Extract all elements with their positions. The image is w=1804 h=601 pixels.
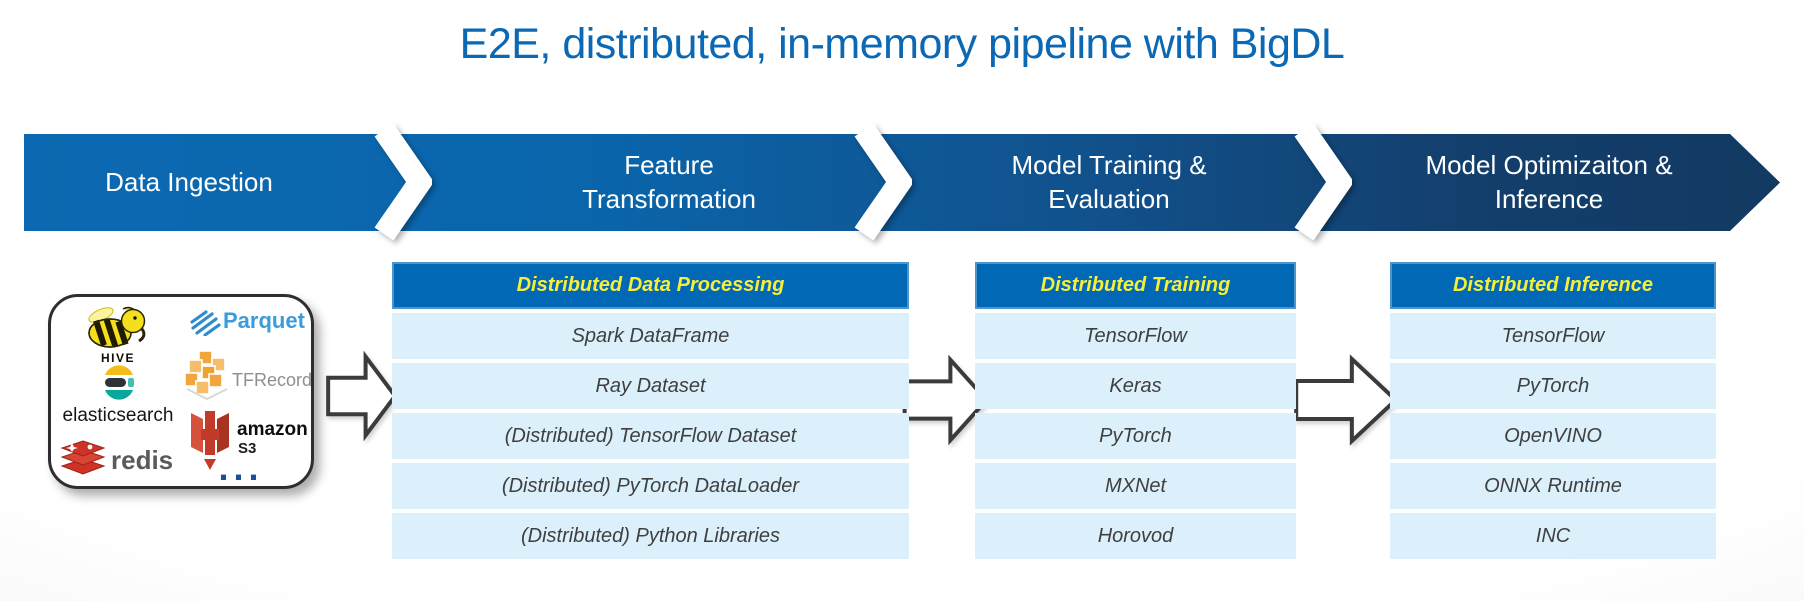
stage-model-training-evaluation: Model Training & Evaluation (1011, 149, 1207, 214)
table-row: Horovod (975, 513, 1296, 559)
column-distributed-inference: Distributed Inference TensorFlow PyTorch… (1390, 262, 1716, 559)
chevron-separator-icon (854, 124, 912, 240)
s3-label: S3 (238, 440, 257, 457)
chevron-separator-icon (374, 124, 432, 240)
redis-icon (60, 440, 106, 475)
table-row: Keras (975, 363, 1296, 409)
column-header: Distributed Data Processing (392, 262, 909, 309)
stage-feature-transformation: Feature Transformation (582, 149, 756, 214)
table-row: INC (1390, 513, 1716, 559)
hive-label: HIVE (100, 351, 135, 365)
data-sources-panel: HIVE Parquet elasticsearch (48, 294, 314, 489)
table-row: PyTorch (1390, 363, 1716, 409)
table-row: (Distributed) Python Libraries (392, 513, 909, 559)
table-row: Ray Dataset (392, 363, 909, 409)
table-row: TensorFlow (1390, 313, 1716, 359)
stage-data-ingestion: Data Ingestion (105, 166, 273, 197)
stage-model-optimization-inference: Model Optimizaiton & Inference (1425, 149, 1673, 214)
parquet-label: Parquet (223, 308, 305, 333)
table-row: TensorFlow (975, 313, 1296, 359)
elasticsearch-label: elasticsearch (62, 405, 174, 426)
hive-icon (88, 306, 146, 348)
ellipsis-icon: ... (218, 447, 264, 488)
column-header: Distributed Training (975, 262, 1296, 309)
amazon-label: amazon (237, 419, 308, 440)
flow-arrow-icon (902, 351, 990, 449)
table-row: (Distributed) PyTorch DataLoader (392, 463, 909, 509)
parquet-icon (190, 310, 221, 336)
table-row: OpenVINO (1390, 413, 1716, 459)
column-distributed-training: Distributed Training TensorFlow Keras Py… (975, 262, 1296, 559)
tfrecord-label: TFRecord (232, 370, 313, 390)
table-row: ONNX Runtime (1390, 463, 1716, 509)
tfrecord-icon (184, 350, 228, 401)
flow-arrow-icon (1293, 350, 1400, 450)
page-title: E2E, distributed, in-memory pipeline wit… (459, 20, 1345, 68)
redis-label: redis (111, 445, 174, 475)
flow-arrow-icon (326, 348, 398, 444)
table-row: (Distributed) TensorFlow Dataset (392, 413, 909, 459)
amazon-s3-icon (191, 411, 229, 470)
elasticsearch-icon (105, 365, 134, 400)
table-row: Spark DataFrame (392, 313, 909, 359)
pipeline-banner: Data Ingestion Feature Transformation Mo… (24, 124, 1780, 240)
table-row: PyTorch (975, 413, 1296, 459)
chevron-separator-icon (1294, 124, 1352, 240)
column-header: Distributed Inference (1390, 262, 1716, 309)
column-distributed-data-processing: Distributed Data Processing Spark DataFr… (392, 262, 909, 559)
table-row: MXNet (975, 463, 1296, 509)
